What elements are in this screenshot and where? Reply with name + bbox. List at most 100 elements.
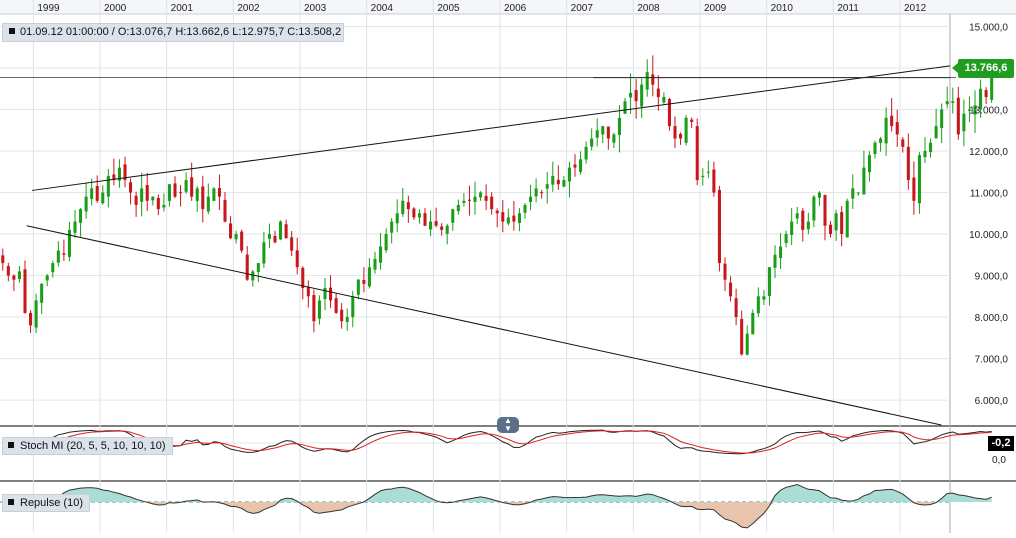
repulse-pane — [0, 483, 992, 529]
candle-body — [506, 217, 510, 224]
candle-body — [523, 204, 527, 213]
candle-body — [195, 188, 199, 201]
candle-body — [873, 142, 877, 155]
candle-body — [673, 126, 677, 139]
pane-resize-handle[interactable]: ▲ ▼ — [497, 417, 519, 433]
candle-body — [173, 183, 177, 197]
candle-body — [267, 234, 271, 239]
candle-body — [1, 255, 5, 264]
candle-body — [79, 209, 83, 223]
candle-body — [979, 88, 983, 110]
candle-body — [590, 138, 594, 147]
stoch-zero-label: 0,0 — [992, 455, 1006, 466]
candle-body — [484, 195, 488, 201]
stoch-mi-label[interactable]: Stoch MI (20, 5, 5, 10, 10, 10) — [2, 437, 173, 455]
candle-body — [867, 155, 871, 173]
trend-line — [26, 225, 942, 426]
candle-body — [851, 188, 855, 199]
candle-body — [329, 287, 333, 301]
candle-body — [84, 196, 88, 212]
x-tick-label: 1999 — [37, 3, 60, 14]
repulse-negative-area — [2, 502, 992, 528]
candle-body — [445, 225, 449, 234]
candle-body — [490, 196, 494, 210]
candle-body — [601, 126, 605, 135]
candle-body — [917, 155, 921, 204]
candle-body — [112, 174, 116, 181]
candle-body — [440, 226, 444, 230]
candle-body — [973, 105, 977, 115]
candle-body — [584, 146, 588, 160]
candle-body — [762, 296, 766, 300]
candle-body — [884, 117, 888, 144]
square-icon — [8, 499, 14, 505]
candle-body — [284, 224, 288, 239]
candle-body — [695, 126, 699, 181]
y-tick-label: 8.000,0 — [975, 313, 1009, 324]
candle-body — [184, 180, 188, 192]
candle-body — [534, 188, 538, 197]
candle-body — [612, 134, 616, 143]
candle-body — [779, 246, 783, 259]
candle-body — [951, 101, 955, 103]
year-axis-band — [0, 0, 1016, 14]
x-tick-label: 2010 — [771, 3, 794, 14]
repulse-label[interactable]: Repulse (10) — [2, 494, 90, 512]
stoch-mi-label-text: Stoch MI (20, 5, 5, 10, 10, 10) — [20, 440, 166, 452]
candle-body — [34, 300, 38, 328]
candle-body — [334, 298, 338, 313]
candle-body — [629, 92, 633, 98]
candle-body — [317, 300, 321, 319]
candle-body — [123, 164, 127, 181]
candle-body — [423, 213, 427, 226]
candle-body — [734, 298, 738, 318]
candle-body — [640, 84, 644, 107]
candle-body — [462, 200, 466, 203]
candle-body — [106, 175, 110, 197]
y-tick-label: 11.000,0 — [970, 189, 1009, 200]
candle-body — [795, 213, 799, 219]
candle-body — [384, 234, 388, 251]
candle-body — [812, 196, 816, 221]
trend-lines — [0, 65, 956, 426]
candle-body — [212, 188, 216, 201]
candle-body — [295, 250, 299, 268]
trend-line — [31, 65, 951, 191]
candle-body — [23, 269, 27, 313]
candle-body — [367, 267, 371, 287]
candle-body — [451, 209, 455, 223]
candle-body — [684, 117, 688, 143]
candle-body — [723, 263, 727, 280]
candle-body — [6, 266, 10, 276]
candle-body — [923, 151, 927, 158]
candle-body — [90, 188, 94, 200]
candle-body — [784, 234, 788, 244]
candle-body — [345, 317, 349, 322]
candle-body — [373, 258, 377, 270]
x-tick-label: 2003 — [304, 3, 327, 14]
candle-body — [567, 167, 571, 182]
candle-body — [529, 196, 533, 203]
candle-body — [467, 199, 471, 201]
candle-body — [401, 200, 405, 215]
candle-body — [29, 312, 33, 326]
candle-body — [740, 319, 744, 355]
candle-body — [262, 242, 266, 264]
candle-body — [217, 188, 221, 197]
candle-body — [929, 142, 933, 153]
candle-body — [651, 74, 655, 85]
x-tick-label: 2007 — [571, 3, 594, 14]
candle-body — [545, 184, 549, 189]
candle-body — [934, 126, 938, 139]
y-tick-label: 9.000,0 — [975, 272, 1009, 283]
candle-body — [856, 192, 860, 194]
candle-body — [140, 188, 144, 202]
candle-body — [540, 192, 544, 194]
candle-body — [745, 333, 749, 355]
candle-body — [151, 196, 155, 201]
x-tick-label: 2000 — [104, 3, 127, 14]
candle-body — [190, 177, 194, 197]
candle-body — [223, 199, 227, 222]
candle-body — [356, 279, 360, 295]
